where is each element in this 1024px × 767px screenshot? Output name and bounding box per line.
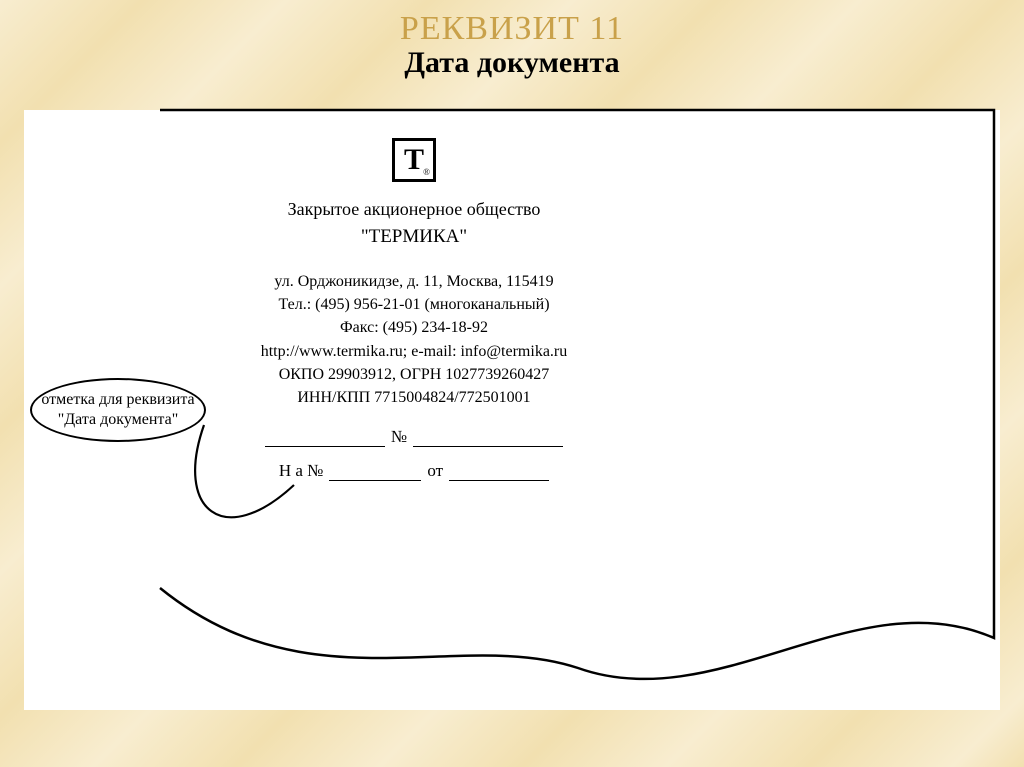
title-line-1: РЕКВИЗИТ 11 bbox=[0, 10, 1024, 48]
logo-trademark: ® bbox=[423, 167, 430, 177]
logo-glyph: T bbox=[404, 145, 424, 175]
contact-block: ул. Орджоникидзе, д. 11, Москва, 115419 … bbox=[214, 270, 614, 409]
web-line: http://www.termika.ru; e-mail: info@term… bbox=[214, 340, 614, 363]
date-blank bbox=[265, 428, 385, 447]
document-area: T ® Закрытое акционерное общество "ТЕРМИ… bbox=[164, 110, 994, 630]
org-type: Закрытое акционерное общество bbox=[214, 199, 614, 220]
number-label: № bbox=[391, 427, 407, 447]
org-name: "ТЕРМИКА" bbox=[214, 226, 614, 248]
reply-ot-label: от bbox=[427, 461, 443, 481]
title-line-2: Дата документа bbox=[0, 46, 1024, 80]
slide-paper: T ® Закрытое акционерное общество "ТЕРМИ… bbox=[24, 110, 1000, 710]
number-blank bbox=[413, 428, 563, 447]
fax-line: Факс: (495) 234-18-92 bbox=[214, 316, 614, 339]
callout-line-1: отметка для реквизита bbox=[32, 390, 204, 410]
reply-num-blank bbox=[329, 462, 421, 481]
callout-bubble: отметка для реквизита "Дата документа" bbox=[30, 378, 206, 442]
okpo-ogrn-line: ОКПО 29903912, ОГРН 1027739260427 bbox=[214, 363, 614, 386]
inn-kpp-line: ИНН/КПП 7715004824/772501001 bbox=[214, 386, 614, 409]
address-line: ул. Орджоникидзе, д. 11, Москва, 115419 bbox=[214, 270, 614, 293]
letterhead: T ® Закрытое акционерное общество "ТЕРМИ… bbox=[214, 138, 614, 481]
company-logo-icon: T ® bbox=[392, 138, 436, 182]
slide-title: РЕКВИЗИТ 11 Дата документа bbox=[0, 0, 1024, 80]
reply-na-label: Н а № bbox=[279, 461, 324, 481]
callout-line-2: "Дата документа" bbox=[32, 410, 204, 430]
reply-date-blank bbox=[449, 462, 549, 481]
tel-line: Тел.: (495) 956-21-01 (многоканальный) bbox=[214, 293, 614, 316]
reference-row-1: № bbox=[214, 427, 614, 447]
reference-row-2: Н а № от bbox=[214, 461, 614, 481]
